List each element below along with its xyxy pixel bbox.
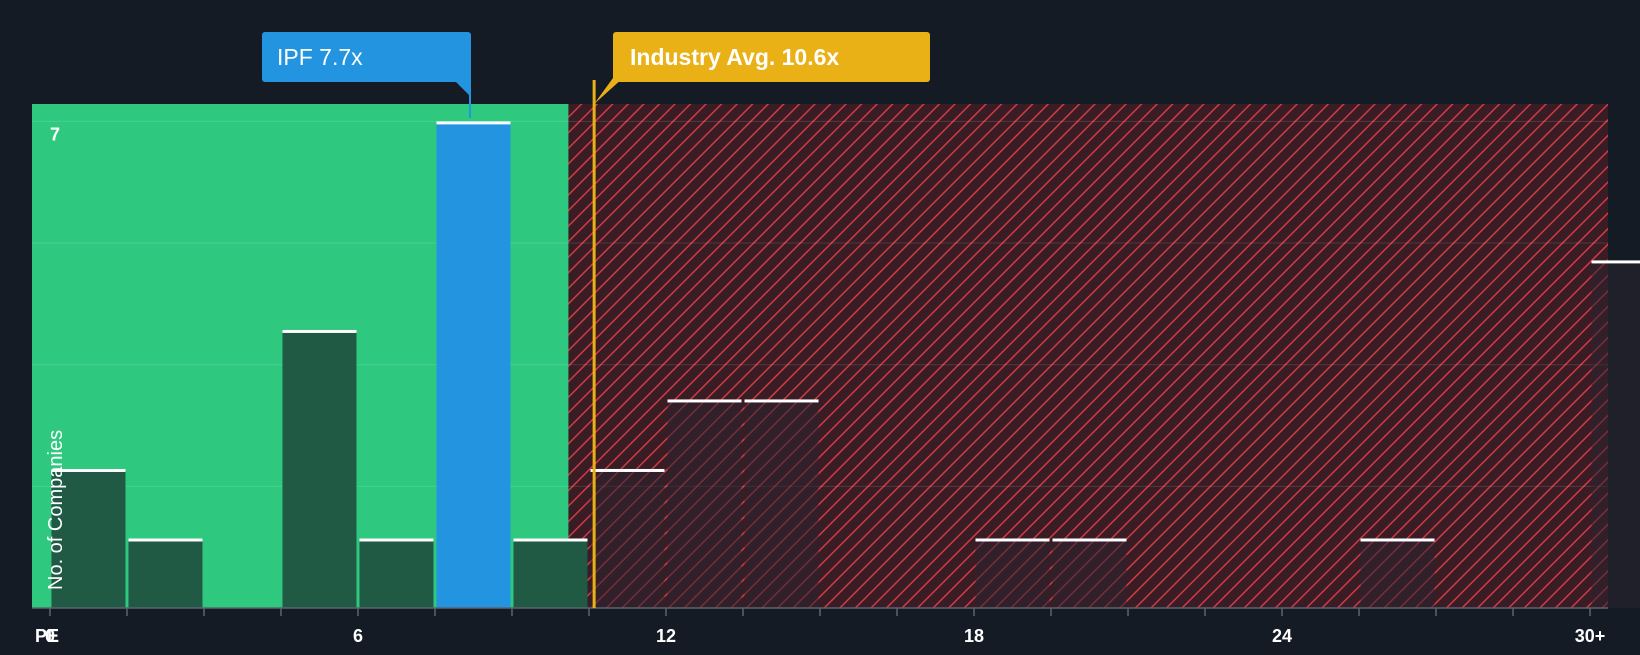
bar-cap <box>359 538 434 542</box>
bar <box>1360 538 1435 608</box>
x-tick-label: 24 <box>1272 626 1292 646</box>
industry-average-label: Industry Avg. 10.6x <box>630 44 839 70</box>
bars <box>51 121 1640 609</box>
bar <box>1052 538 1127 608</box>
bar-cap <box>51 468 126 472</box>
bar <box>667 399 742 608</box>
bar-cap <box>667 399 742 403</box>
bar <box>975 538 1050 608</box>
x-tick-label: 12 <box>656 626 676 646</box>
company-tag: IPF 7.7x <box>262 32 471 96</box>
bar <box>128 538 203 608</box>
bar-cap <box>590 468 665 472</box>
x-tick-label: 18 <box>964 626 984 646</box>
bar-cap <box>1360 538 1435 542</box>
bar <box>51 468 126 608</box>
bar-cap <box>975 538 1050 542</box>
x-tick-label: 30+ <box>1575 626 1606 646</box>
bar <box>1591 260 1640 608</box>
x-axis: 0 6 12 18 24 30+ <box>45 608 1605 646</box>
bar-cap <box>128 538 203 542</box>
bar <box>359 538 434 608</box>
bar-cap <box>1591 260 1640 264</box>
bar-cap <box>1052 538 1127 542</box>
company-label: IPF 7.7x <box>277 44 363 70</box>
x-axis-label: PE <box>35 626 59 646</box>
bar-company <box>436 121 511 609</box>
bar <box>590 468 665 608</box>
y-tick-label: 7 <box>50 124 60 144</box>
x-tick-label: 6 <box>353 626 363 646</box>
x-tick-label: 0 <box>45 626 55 646</box>
bar-cap <box>282 329 357 333</box>
y-axis-label: No. of Companies <box>45 430 67 590</box>
bar-cap <box>744 399 819 403</box>
bar <box>282 329 357 608</box>
bar <box>744 399 819 608</box>
bar <box>513 538 588 608</box>
overvalued-zone <box>568 104 1608 608</box>
bar-cap <box>513 538 588 542</box>
industry-average-tag: Industry Avg. 10.6x <box>594 32 930 104</box>
bar-cap <box>436 121 511 125</box>
